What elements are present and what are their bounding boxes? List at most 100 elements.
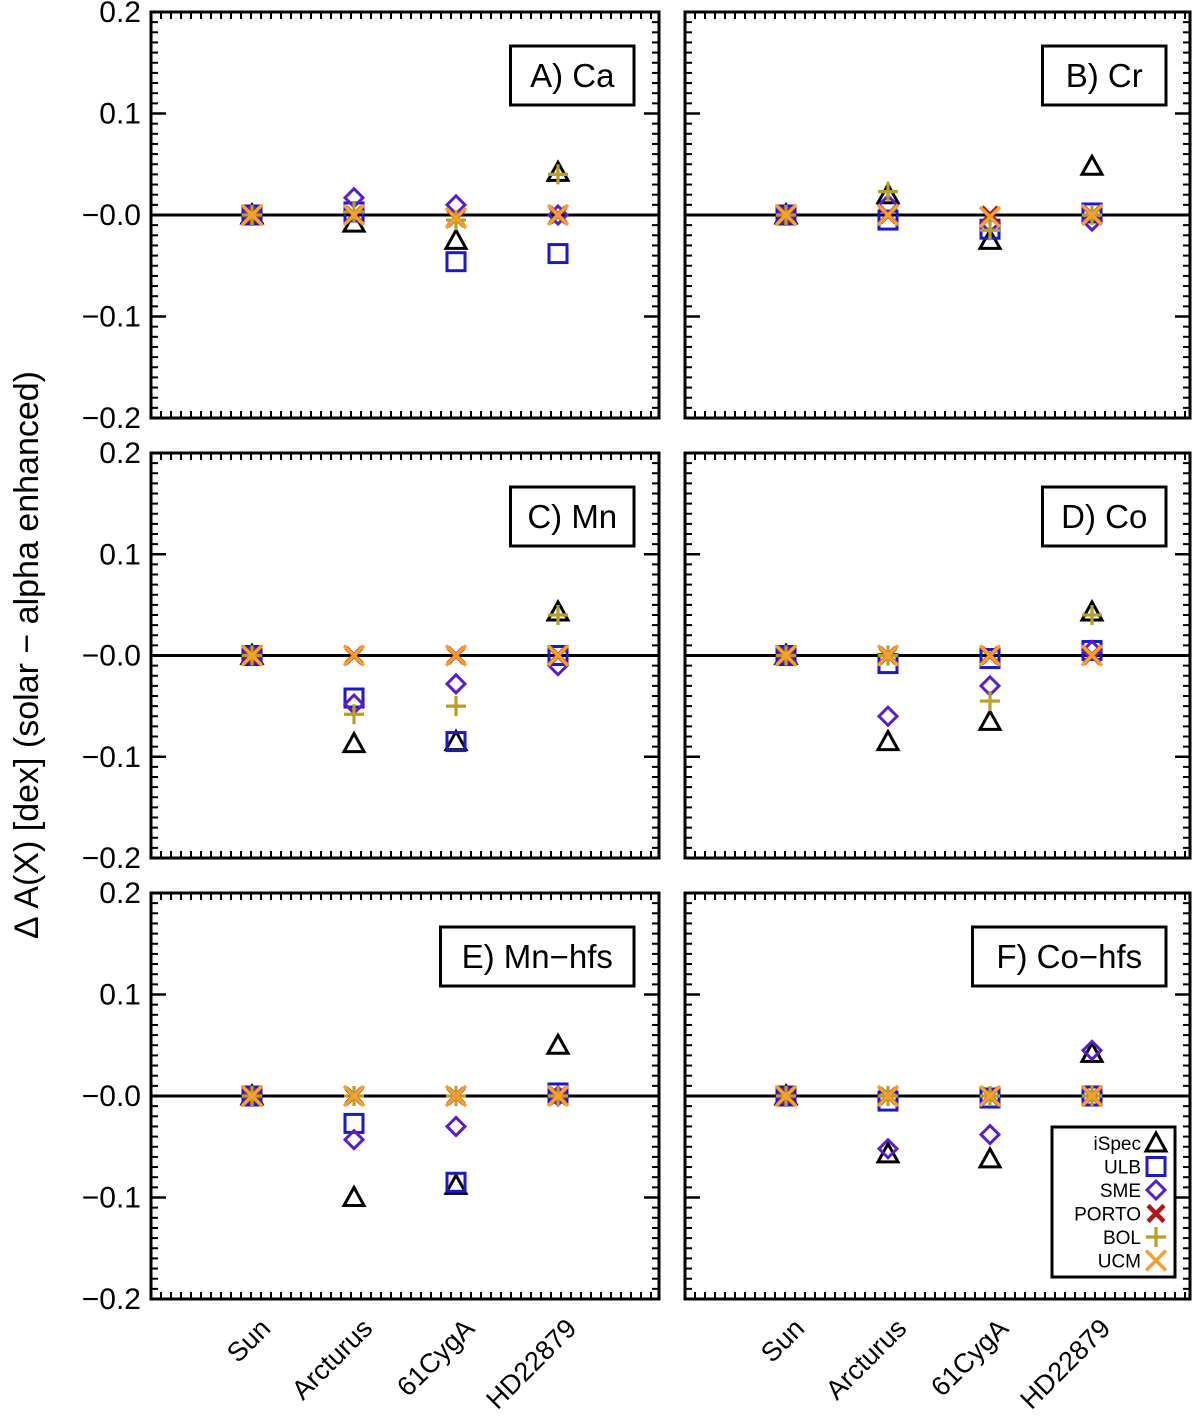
y-tick-label: −0.0 xyxy=(82,1080,141,1113)
data-point-ucm xyxy=(444,644,468,667)
series-bol xyxy=(242,164,568,231)
panel-label-box xyxy=(1041,485,1168,548)
y-tick-label: 0.1 xyxy=(99,979,141,1012)
x-axis-labels: Sun Arcturus 61CygA HD22879 Sun Arcturus 61Cyg… xyxy=(221,1313,1116,1415)
panel-label: E) Mn−hfs xyxy=(462,938,613,975)
data-point-ulb xyxy=(445,251,467,273)
data-point-bol xyxy=(548,605,568,625)
panel-label: B) Cr xyxy=(1066,57,1143,94)
data-point-ispec xyxy=(875,728,901,752)
data-point-ucm xyxy=(774,644,798,667)
x-tick-label-sun: Sun xyxy=(755,1313,810,1368)
data-point-ispec xyxy=(875,181,901,205)
data-point-ucm xyxy=(876,644,900,667)
x-tick-label-hd22879: HD22879 xyxy=(1014,1313,1116,1415)
series-ucm xyxy=(774,644,1104,667)
data-point-ucm xyxy=(546,203,570,227)
data-point-bol xyxy=(878,181,898,202)
data-point-ucm xyxy=(240,1084,264,1108)
x-tick-label-61cyga: 61CygA xyxy=(391,1313,480,1402)
series-ulb xyxy=(241,1082,569,1193)
panel-label-box xyxy=(509,485,636,548)
y-tick-label: −0.2 xyxy=(82,402,141,435)
panel-d-co: D) Co xyxy=(683,451,1192,860)
data-point-ucm xyxy=(342,644,366,667)
panel-label: D) Co xyxy=(1061,498,1147,535)
data-point-sme xyxy=(444,672,468,695)
data-point-ispec xyxy=(977,708,1003,731)
data-point-ucm xyxy=(342,1084,366,1108)
data-point-sme xyxy=(342,1128,366,1151)
data-point-ucm xyxy=(774,203,798,227)
data-point-ispec xyxy=(443,1172,469,1195)
panels: 0.2 0.1 −0.0 −0.1 −0.2 A) Ca B) Cr 0.2 0.1 −0.0 −0… xyxy=(82,0,1192,1316)
data-point-ucm xyxy=(546,1084,570,1108)
data-point-legend-ulb xyxy=(1145,1156,1167,1177)
data-point-ispec xyxy=(1079,153,1105,176)
data-point-ispec xyxy=(341,1184,367,1207)
data-point-ucm xyxy=(1080,644,1104,667)
data-point-bol xyxy=(980,691,1000,712)
series-porto xyxy=(242,205,568,228)
data-point-ulb xyxy=(547,645,569,666)
series-bol xyxy=(242,605,568,725)
y-tick-label: −0.0 xyxy=(82,640,141,673)
panel-label: A) Ca xyxy=(530,57,615,94)
x-tick-label-hd22879: HD22879 xyxy=(480,1313,582,1415)
series-ulb xyxy=(241,201,569,273)
data-point-bol xyxy=(1082,605,1102,625)
x-tick-label-61cyga: 61CygA xyxy=(925,1313,1014,1402)
panel-label: C) Mn xyxy=(527,498,617,535)
y-tick-label: 0.1 xyxy=(99,538,141,571)
series-ispec xyxy=(239,159,571,250)
data-point-ucm xyxy=(240,203,264,227)
data-point-sme xyxy=(1080,1039,1104,1062)
panel-label-box xyxy=(1041,44,1168,107)
data-point-ucm xyxy=(978,644,1002,667)
data-point-bol xyxy=(344,704,364,725)
x-tick-label-sun: Sun xyxy=(221,1313,276,1368)
data-point-bol xyxy=(446,696,466,717)
data-point-ispec xyxy=(545,1032,571,1055)
legend-label-sme: SME xyxy=(1100,1181,1141,1202)
series-ucm xyxy=(240,644,570,667)
y-tick-label: −0.1 xyxy=(82,741,141,774)
data-point-legend-bol xyxy=(1146,1227,1166,1247)
data-point-ucm xyxy=(978,1084,1002,1108)
panel-a-ca: 0.2 0.1 −0.0 −0.1 −0.2 A) Ca xyxy=(82,0,661,435)
series-ucm xyxy=(774,1084,1104,1108)
panel-label-box xyxy=(439,925,636,988)
data-point-ispec xyxy=(977,1145,1003,1169)
data-point-ulb xyxy=(547,243,569,265)
data-point-legend-ucm xyxy=(1144,1249,1168,1272)
data-point-ucm xyxy=(1080,1084,1104,1108)
data-point-ulb xyxy=(979,648,1001,670)
data-point-ucm xyxy=(774,1084,798,1108)
data-point-ucm xyxy=(876,1084,900,1108)
legend-label-porto: PORTO xyxy=(1074,1205,1141,1226)
legend-label-ucm: UCM xyxy=(1098,1252,1141,1273)
y-tick-label: −0.2 xyxy=(82,842,141,875)
x-tick-label-arcturus: Arcturus xyxy=(286,1313,378,1405)
data-point-ucm xyxy=(444,1084,468,1108)
data-point-legend-sme xyxy=(1144,1178,1168,1202)
series-ucm xyxy=(774,203,1104,229)
series-bol xyxy=(776,605,1102,712)
y-tick-label: 0.2 xyxy=(99,877,141,910)
series-ispec xyxy=(239,1032,571,1207)
series-ulb xyxy=(241,645,569,753)
y-tick-label: 0.2 xyxy=(99,0,141,29)
data-point-ulb xyxy=(445,731,467,753)
data-point-ucm xyxy=(876,203,900,227)
y-tick-label: 0.1 xyxy=(99,98,141,131)
panel-f-co-hfs: F) Co−hfs xyxy=(683,891,1192,1301)
series-ulb xyxy=(775,639,1103,675)
y-tick-label: −0.1 xyxy=(82,1182,141,1215)
legend-label-bol: BOL xyxy=(1103,1228,1141,1249)
data-point-ulb xyxy=(445,1171,467,1193)
y-tick-label: −0.1 xyxy=(82,301,141,334)
data-point-ulb xyxy=(877,209,899,231)
series-ucm xyxy=(240,1084,570,1108)
data-point-bol xyxy=(980,220,1000,241)
